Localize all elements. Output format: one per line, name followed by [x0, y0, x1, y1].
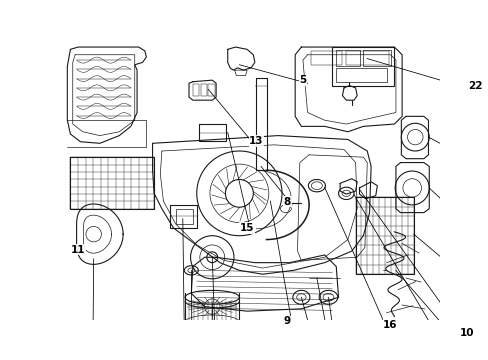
- Bar: [336, 50, 359, 66]
- Bar: [208, 84, 214, 96]
- Text: 15: 15: [240, 223, 254, 233]
- Text: 11: 11: [71, 244, 85, 255]
- Bar: [200, 84, 206, 96]
- Bar: [199, 124, 226, 141]
- Bar: [176, 209, 192, 224]
- Text: 8: 8: [283, 197, 290, 207]
- Bar: [336, 68, 386, 82]
- Bar: [169, 205, 196, 228]
- Bar: [310, 51, 341, 65]
- Bar: [192, 84, 199, 96]
- Text: 22: 22: [467, 81, 481, 91]
- Text: 16: 16: [383, 320, 397, 330]
- Bar: [355, 197, 413, 274]
- Bar: [346, 51, 388, 65]
- Bar: [363, 50, 390, 66]
- Text: 9: 9: [283, 316, 290, 326]
- Text: 5: 5: [299, 75, 306, 85]
- Text: 13: 13: [249, 136, 263, 146]
- Bar: [332, 47, 393, 86]
- Bar: [70, 157, 154, 209]
- Text: 10: 10: [459, 328, 473, 338]
